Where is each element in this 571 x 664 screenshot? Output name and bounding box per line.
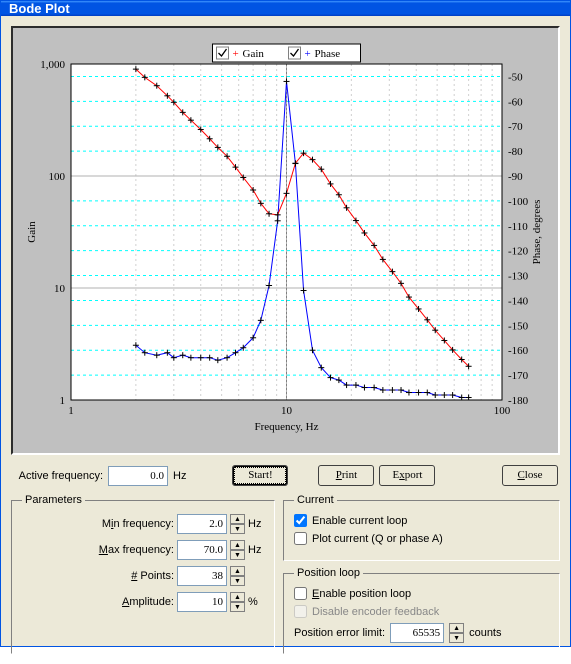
parameters-group: Parameters Min frequency: ▲▼ Hz Max freq… xyxy=(11,494,275,654)
svg-text:Phase: Phase xyxy=(315,48,341,60)
enable-current-label: Enable current loop xyxy=(312,515,407,527)
enable-position-loop[interactable]: Enable position loop xyxy=(294,587,549,600)
svg-text:Frequency, Hz: Frequency, Hz xyxy=(254,421,318,433)
amplitude-input[interactable] xyxy=(177,592,227,612)
min-frequency-spinner[interactable]: ▲▼ xyxy=(230,514,245,534)
enable-current-checkbox[interactable] xyxy=(294,514,307,527)
close-button[interactable]: Close xyxy=(502,465,558,486)
enable-position-checkbox[interactable] xyxy=(294,587,307,600)
svg-text:-180: -180 xyxy=(508,395,529,407)
svg-text:10: 10 xyxy=(54,283,66,295)
svg-text:-130: -130 xyxy=(508,271,529,283)
disable-encoder-checkbox xyxy=(294,605,307,618)
position-error-limit-input[interactable] xyxy=(390,623,444,643)
amplitude-spinner[interactable]: ▲▼ xyxy=(230,592,245,612)
print-button[interactable]: Print xyxy=(318,465,374,486)
svg-text:Phase, degrees: Phase, degrees xyxy=(531,200,543,265)
svg-text:+: + xyxy=(233,48,239,60)
min-frequency-input[interactable] xyxy=(177,514,227,534)
position-legend: Position loop xyxy=(294,567,363,579)
svg-text:-170: -170 xyxy=(508,370,529,382)
points-label: # Points: xyxy=(84,570,174,582)
spin-down[interactable]: ▼ xyxy=(449,633,464,643)
svg-text:+: + xyxy=(305,48,311,60)
svg-text:-110: -110 xyxy=(508,221,528,233)
current-group: Current Enable current loop Plot current… xyxy=(283,494,560,561)
position-loop-group: Position loop Enable position loop Disab… xyxy=(283,567,560,654)
max-frequency-spinner[interactable]: ▲▼ xyxy=(230,540,245,560)
disable-encoder-label: Disable encoder feedback xyxy=(312,606,439,618)
svg-text:-150: -150 xyxy=(508,320,529,332)
parameters-legend: Parameters xyxy=(22,494,85,506)
svg-text:1: 1 xyxy=(60,395,66,407)
spin-up[interactable]: ▲ xyxy=(230,566,245,576)
svg-text:1: 1 xyxy=(68,405,74,417)
points-input[interactable] xyxy=(177,566,227,586)
plot-current-label: Plot current (Q or phase A) xyxy=(312,533,443,545)
active-frequency-unit: Hz xyxy=(173,470,186,482)
plot-current[interactable]: Plot current (Q or phase A) xyxy=(294,532,549,545)
disable-encoder-feedback: Disable encoder feedback xyxy=(294,605,549,618)
window-content: 110100Frequency, Hz1101001,000Gain-50-60… xyxy=(1,16,570,664)
bode-plot-window: Bode Plot 110100Frequency, Hz1101001,000… xyxy=(0,0,571,647)
svg-text:-80: -80 xyxy=(508,146,523,158)
svg-text:-60: -60 xyxy=(508,96,523,108)
lower-panels: Parameters Min frequency: ▲▼ Hz Max freq… xyxy=(11,494,560,654)
svg-text:-90: -90 xyxy=(508,171,523,183)
svg-text:-120: -120 xyxy=(508,246,529,258)
svg-text:-50: -50 xyxy=(508,71,523,83)
spin-down[interactable]: ▼ xyxy=(230,602,245,612)
position-error-limit-row: Position error limit: ▲▼ counts xyxy=(294,623,549,643)
svg-text:-140: -140 xyxy=(508,295,529,307)
spin-up[interactable]: ▲ xyxy=(230,514,245,524)
min-frequency-unit: Hz xyxy=(248,518,264,530)
enable-current-loop[interactable]: Enable current loop xyxy=(294,514,549,527)
spin-up[interactable]: ▲ xyxy=(230,592,245,602)
svg-text:Gain: Gain xyxy=(243,48,265,60)
spin-down[interactable]: ▼ xyxy=(230,550,245,560)
export-button[interactable]: Export xyxy=(379,465,435,486)
min-frequency-label: Min frequency: xyxy=(84,518,174,530)
window-title: Bode Plot xyxy=(5,1,70,16)
spin-up[interactable]: ▲ xyxy=(449,623,464,633)
svg-text:Gain: Gain xyxy=(26,221,38,243)
plot-panel: 110100Frequency, Hz1101001,000Gain-50-60… xyxy=(11,26,560,455)
active-frequency-input[interactable] xyxy=(108,466,168,486)
max-frequency-unit: Hz xyxy=(248,544,264,556)
spin-down[interactable]: ▼ xyxy=(230,524,245,534)
titlebar[interactable]: Bode Plot xyxy=(1,1,570,16)
amplitude-label: Amplitude: xyxy=(84,596,174,608)
max-frequency-label: Max frequency: xyxy=(84,544,174,556)
control-bar: Active frequency: Hz Start! Print Export… xyxy=(11,461,560,488)
current-legend: Current xyxy=(294,494,337,506)
start-button[interactable]: Start! xyxy=(232,465,288,486)
amplitude-unit: % xyxy=(248,596,264,608)
bode-chart: 110100Frequency, Hz1101001,000Gain-50-60… xyxy=(21,42,550,442)
svg-text:-100: -100 xyxy=(508,196,529,208)
active-frequency-label: Active frequency: xyxy=(13,470,103,482)
enable-position-label: Enable position loop xyxy=(312,588,411,600)
spin-down[interactable]: ▼ xyxy=(230,576,245,586)
max-frequency-input[interactable] xyxy=(177,540,227,560)
position-error-limit-label: Position error limit: xyxy=(294,627,385,639)
svg-text:1,000: 1,000 xyxy=(40,59,65,71)
svg-text:100: 100 xyxy=(49,171,66,183)
points-spinner[interactable]: ▲▼ xyxy=(230,566,245,586)
spin-up[interactable]: ▲ xyxy=(230,540,245,550)
position-error-limit-spinner[interactable]: ▲▼ xyxy=(449,623,464,643)
position-error-limit-unit: counts xyxy=(469,627,501,639)
svg-text:-160: -160 xyxy=(508,345,529,357)
plot-current-checkbox[interactable] xyxy=(294,532,307,545)
svg-text:-70: -70 xyxy=(508,121,523,133)
svg-text:10: 10 xyxy=(281,405,293,417)
